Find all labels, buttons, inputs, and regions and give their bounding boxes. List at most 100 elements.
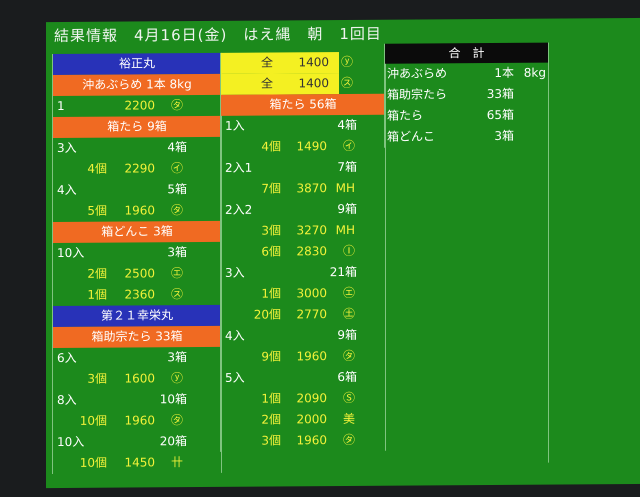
price-row: 1個 2360 ㋜ <box>53 284 221 306</box>
buyer-mark-icon: ㊏ <box>342 306 355 322</box>
price-row: 5個 1960 ㋟ <box>53 200 221 222</box>
lot-price: 1490 <box>296 139 327 154</box>
buyer-mark-icon: ⓨ <box>170 371 183 386</box>
lot-qty: 5個 <box>87 203 107 218</box>
buyer-mark-icon: ㋓ <box>342 285 355 301</box>
buyer-mark-icon: ㋓ <box>170 266 183 281</box>
lot-price: 3870 <box>296 181 327 196</box>
species-header: 箱助宗たら 33箱 <box>53 325 221 349</box>
full-lot-row: 全 1400 ㋜ <box>221 72 385 95</box>
lot-price: 1960 <box>296 349 327 364</box>
species-header: 箱どんこ 3箱 <box>53 220 221 244</box>
box-count: 21箱 <box>329 264 357 280</box>
grade-row: 4入 5箱 <box>53 179 221 201</box>
lot-qty: 7個 <box>261 181 281 196</box>
total-row: 箱どんこ 3箱 <box>385 126 548 148</box>
price-row: 4個 2290 ㋑ <box>53 158 221 180</box>
lot-price: 2500 <box>124 266 155 281</box>
total-row: 箱助宗たら 33箱 <box>385 84 548 106</box>
buyer-mark-icon: ⓨ <box>340 54 353 70</box>
box-count: 3箱 <box>167 245 187 260</box>
lot-qty: 3個 <box>261 223 281 238</box>
price-row: 3個 1600 ⓨ <box>53 368 221 390</box>
lot-qty: 10個 <box>79 455 107 470</box>
grade-row: 8入 10箱 <box>53 389 221 411</box>
lot-qty: 2個 <box>87 266 107 281</box>
price-row: 10個 1960 ㋟ <box>53 410 221 432</box>
buyer-mark-icon: 卄 <box>170 455 183 470</box>
buyer-mark-icon: ㋟ <box>170 203 183 218</box>
buyer-mark-icon: ㋟ <box>170 98 183 113</box>
vessel-column-1: 裕正丸 沖あぶらめ 1本 8kg 1 2200 ㋟箱たら 9箱 3入 4箱 4個 2290 ㋑ 4入… <box>52 52 222 475</box>
lot-qty: 1 <box>57 98 65 114</box>
price-row: 20個 2770 ㊏ <box>221 304 385 326</box>
buyer-mark-icon: ㋜ <box>340 75 353 91</box>
total-row: 沖あぶらめ 1本 8kg <box>385 63 548 85</box>
buyer-mark-icon: ㋑ <box>170 161 183 176</box>
price-row: 9個 1960 ㋟ <box>221 346 385 368</box>
buyer-mark-icon: ㋜ <box>170 287 183 302</box>
lot-qty: 3個 <box>87 371 107 386</box>
lot-price: 3270 <box>296 223 327 238</box>
empty-column <box>548 41 640 463</box>
grade-row: 3入 21箱 <box>221 262 385 284</box>
price-row: 3個 1960 ㋟ <box>221 430 385 452</box>
grade-label: 4入 <box>225 328 245 343</box>
buyer-mark-icon: ㋟ <box>170 413 183 428</box>
grade-row: 10入 3箱 <box>53 242 221 264</box>
price-row: 4個 1490 ㋑ <box>221 136 385 158</box>
box-count: 5箱 <box>167 182 187 197</box>
box-count: 3箱 <box>167 350 187 365</box>
totals-column: 合 計 沖あぶらめ 1本 8kg 箱助宗たら 33箱 箱たら 65箱 箱どんこ 3箱 <box>384 42 549 148</box>
lot-qty: 10個 <box>79 413 107 428</box>
total-amount: 65箱 <box>486 107 514 123</box>
total-name: 沖あぶらめ <box>387 66 448 81</box>
price-row: 10個 1450 卄 <box>53 452 221 474</box>
box-count: 20箱 <box>159 434 187 449</box>
vessel-header: 裕正丸 <box>53 52 221 76</box>
grade-row: 4入 9箱 <box>221 325 385 347</box>
grade-row: 10入 20箱 <box>53 431 221 453</box>
box-count: 9箱 <box>337 327 357 343</box>
price-row: 7個 3870 MH <box>221 178 385 200</box>
total-name: 箱助宗たら <box>387 87 448 102</box>
buyer-mark-icon: MH <box>335 222 355 238</box>
grade-label: 10入 <box>57 245 85 261</box>
lot-qty: 全 <box>261 55 274 70</box>
lot-qty: 1個 <box>87 287 107 302</box>
grade-label: 6入 <box>57 350 77 366</box>
grade-label: 2入2 <box>225 202 253 217</box>
buyer-mark-icon: ㋑ <box>342 138 355 154</box>
lot-price: 1960 <box>124 413 155 428</box>
species-header: 沖あぶらめ 1本 8kg <box>53 73 221 97</box>
lot-price: 2360 <box>124 287 155 302</box>
lot-price: 2000 <box>296 412 327 427</box>
grade-label: 3入 <box>57 140 77 156</box>
price-row: 1 2200 ㋟ <box>53 95 221 117</box>
grade-label: 3入 <box>225 265 245 280</box>
lot-qty: 9個 <box>261 349 281 364</box>
vessel-column-2: 全 1400 ⓨ 全 1400 ㋜箱たら 56箱 1入 4箱 4個 1490 ㋑ 2入1 7箱 7個 387… <box>220 51 386 452</box>
board-title: 結果情報 4月16日(金) はえ縄 朝 1回目 <box>54 24 382 46</box>
price-row: 3個 3270 MH <box>221 220 385 242</box>
box-count: 6箱 <box>337 369 357 385</box>
grade-row: 5入 6箱 <box>221 367 385 389</box>
species-header: 箱たら 9箱 <box>53 115 221 139</box>
grade-label: 2入1 <box>225 160 253 175</box>
total-amount: 33箱 <box>486 86 514 102</box>
lot-qty: 6個 <box>261 244 281 259</box>
box-count: 9箱 <box>337 201 357 217</box>
lot-price: 1400 <box>298 55 329 70</box>
lot-price: 1960 <box>296 433 327 448</box>
buyer-mark-icon: Ⓢ <box>342 390 355 406</box>
total-amount: 1本 <box>494 65 514 80</box>
lot-price: 3000 <box>296 286 327 301</box>
lot-qty: 4個 <box>87 161 107 176</box>
grade-row: 2入1 7箱 <box>221 157 385 179</box>
price-row: 1個 2090 Ⓢ <box>221 388 385 410</box>
vessel-header: 第２１幸栄丸 <box>53 304 221 328</box>
price-row: 2個 2000 美 <box>221 409 385 431</box>
grade-row: 6入 3箱 <box>53 347 221 369</box>
lot-qty: 1個 <box>261 286 281 301</box>
lot-price: 2090 <box>296 391 327 406</box>
